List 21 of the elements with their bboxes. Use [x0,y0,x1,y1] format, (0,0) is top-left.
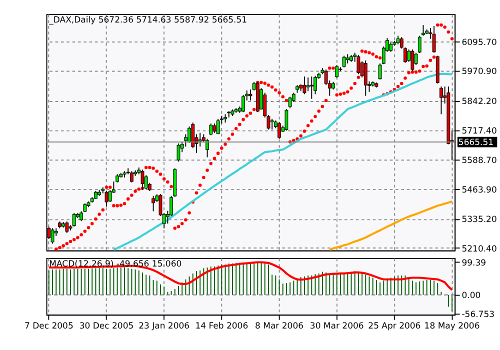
y-tick-label: 6095.70 [462,38,497,48]
x-tick-label: 14 Feb 2006 [195,321,248,332]
y-tick-label: 5335.20 [462,215,497,226]
y-tick-label: -56.753 [462,310,495,320]
ref-line-label: 5665.51 [458,138,494,148]
y-tick-label: 5210.40 [462,244,497,254]
y-tick-label: 0.00 [462,291,481,302]
chart-title: _DAX,Daily 5672.36 5714.63 5587.92 5665.51 [48,16,248,26]
x-tick-label: 25 Apr 2006 [368,321,421,332]
x-tick-label: 18 May 2006 [424,321,480,332]
x-tick-label: 8 Mar 2006 [255,321,304,332]
y-tick-label: 99.39 [462,258,486,268]
y-tick-label: 5970.90 [462,67,497,78]
x-tick-label: 23 Jan 2006 [138,321,190,332]
x-tick-label: 30 Dec 2005 [79,321,134,332]
y-tick-label: 5717.40 [462,126,497,136]
x-tick-label: 30 Mar 2006 [310,321,364,332]
x-tick-label: 7 Dec 2005 [24,321,74,332]
y-tick-label: 5842.20 [462,97,497,108]
y-tick-label: 5588.70 [462,156,497,166]
y-tick-label: 5463.90 [462,185,497,196]
